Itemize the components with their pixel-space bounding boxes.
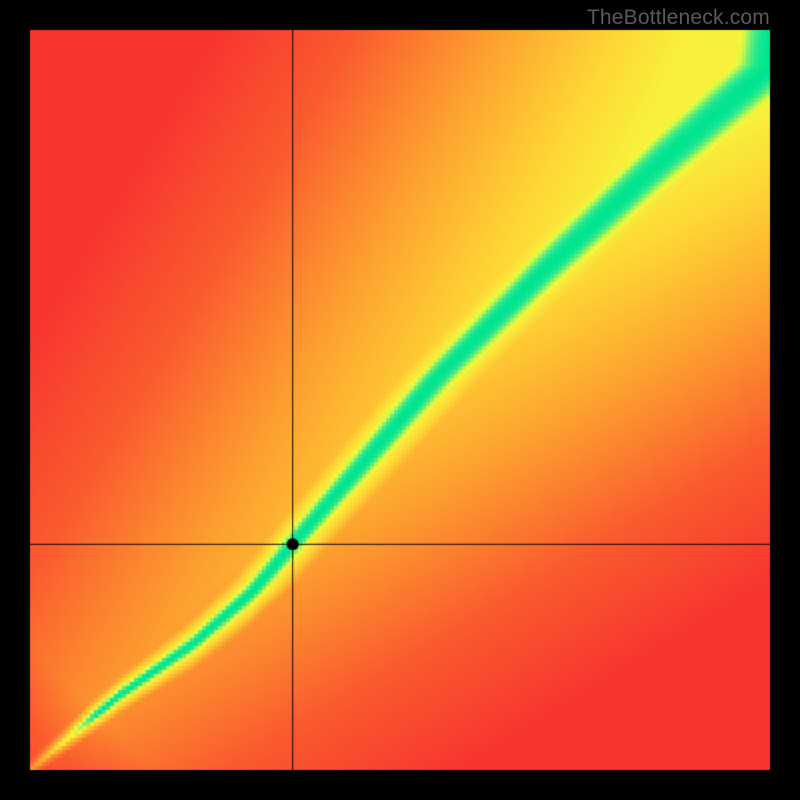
bottleneck-heatmap xyxy=(0,0,800,800)
watermark-text: TheBottleneck.com xyxy=(587,6,770,30)
